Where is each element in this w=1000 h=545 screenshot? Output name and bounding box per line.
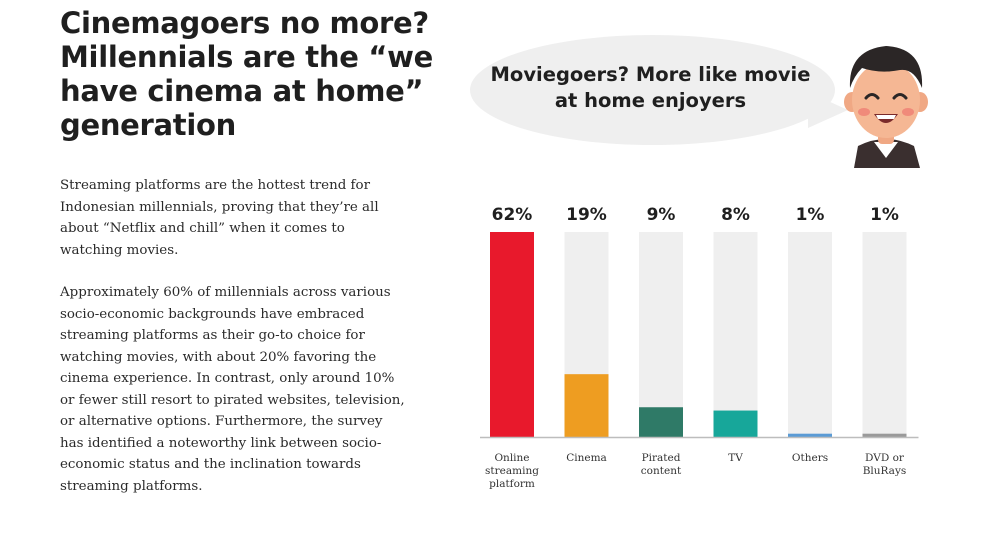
bar-track: [639, 232, 683, 437]
x-tick-label: Online: [494, 452, 529, 464]
speech-bubble: [470, 35, 835, 145]
article-headline: Cinemagoers no more? Millennials are the…: [60, 6, 433, 142]
bar-value-label: 8%: [721, 205, 750, 225]
bar-value-label: 9%: [647, 205, 676, 225]
bar-value-label: 62%: [492, 205, 533, 225]
bar: [713, 410, 758, 437]
bar: [639, 407, 683, 437]
x-tick-label: Pirated: [642, 452, 681, 464]
speech-bubble-text: Moviegoers? More like movie at home enjo…: [490, 63, 811, 112]
bar-value-label: 1%: [796, 205, 825, 225]
bar-track: [788, 232, 832, 437]
x-tick-label: Cinema: [566, 452, 607, 464]
bar: [490, 232, 534, 437]
article-paragraph-2: Approximately 60% of millennials across …: [60, 285, 405, 494]
x-tick-label: DVD or: [865, 452, 905, 464]
bar-track: [862, 232, 907, 437]
x-tick-label: content: [641, 465, 682, 477]
speech-bubble-tail: [808, 92, 848, 128]
x-tick-label: platform: [489, 478, 535, 490]
article-paragraph-1: Streaming platforms are the hottest tren…: [60, 178, 379, 258]
bar-track: [713, 232, 758, 437]
bar-value-label: 1%: [870, 205, 899, 225]
x-tick-label: TV: [728, 452, 743, 464]
x-tick-label: BluRays: [863, 465, 907, 477]
bar: [862, 433, 907, 437]
bar-value-label: 19%: [566, 205, 607, 225]
x-tick-label: streaming: [485, 465, 539, 477]
x-tick-label: Others: [792, 452, 828, 464]
bar: [788, 433, 832, 437]
bar: [564, 374, 609, 437]
smiling-boy-avatar-icon: [844, 46, 928, 168]
